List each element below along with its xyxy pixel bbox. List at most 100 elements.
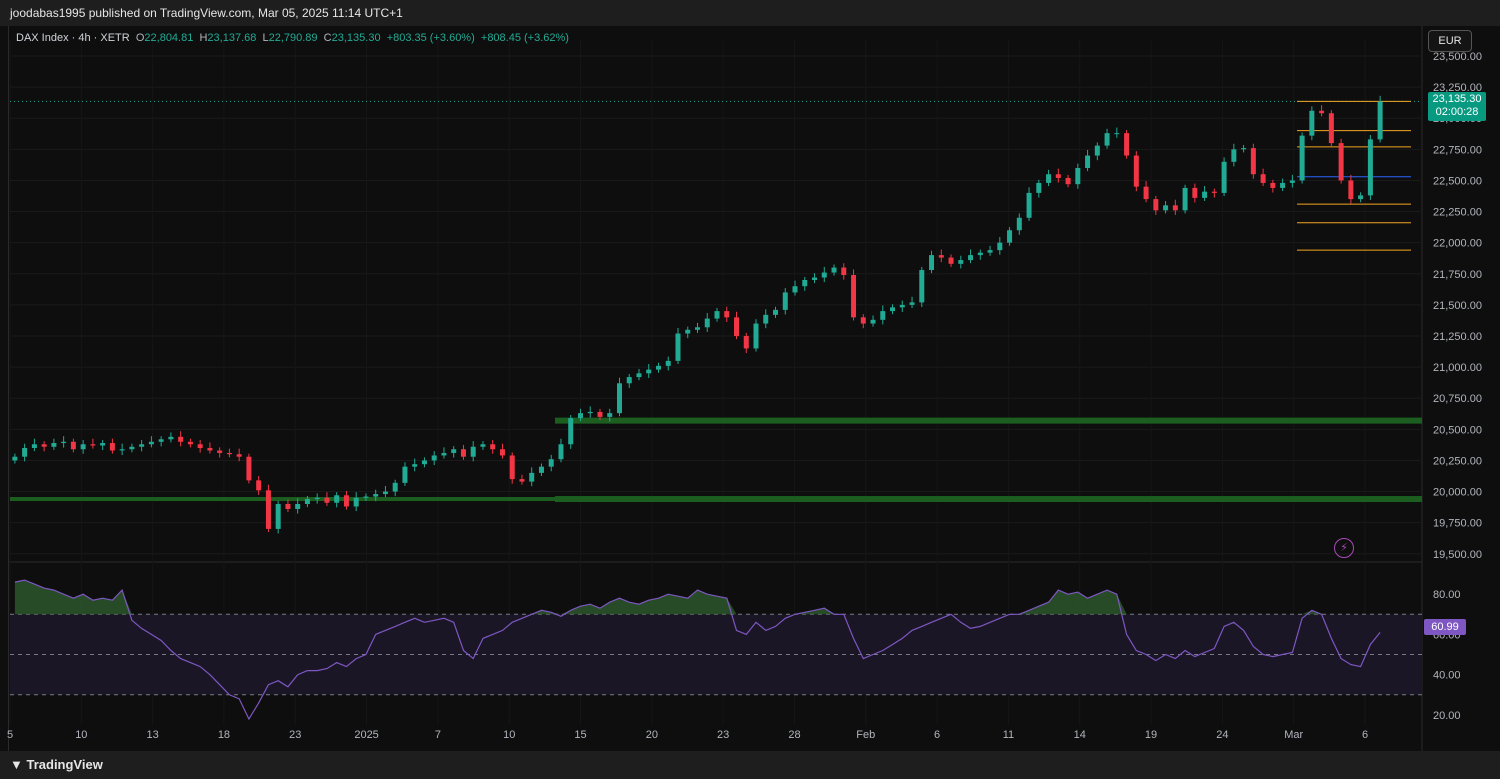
candle-body [743,336,749,349]
candle-body [304,499,310,504]
symbol-label[interactable]: DAX Index · 4h · XETR [16,32,130,44]
candle-body [109,443,115,451]
tradingview-brand: TradingView [26,757,103,772]
candle-body [100,443,106,446]
candle-body [948,257,954,264]
candle-body [685,329,691,334]
y-tick-label: 22,000.00 [1433,238,1482,250]
candle-body [1094,145,1100,156]
candle-body [1250,148,1256,175]
support-zone [10,497,555,502]
candle-body [1172,205,1178,211]
candle-body [31,444,37,448]
candle-body [997,242,1003,251]
candle-body [226,452,232,455]
candle-body [938,255,944,258]
x-tick-label: 23 [289,729,301,741]
candle-body [1143,186,1149,200]
y-tick-label: 23,500.00 [1433,51,1482,63]
candle-body [373,494,379,497]
candle-body [929,255,935,271]
high-value: 23,137.68 [207,32,257,44]
candle-body [763,314,769,324]
x-tick-label: 18 [218,729,230,741]
support-zone [555,417,1422,424]
y-tick-label: 21,000.00 [1433,362,1482,374]
candle-body [168,436,174,440]
x-tick-label: Feb [856,729,875,741]
candle-body [821,272,827,278]
change2-value: +808.45 (+3.62%) [480,32,569,44]
change-value: +803.35 (+3.60%) [386,32,475,44]
candle-body [577,413,583,419]
chart-svg[interactable]: 19,500.00 19,750.00 20,000.00 20,250.00 20,5… [0,0,1500,751]
last-price: 23,135.30 [1432,93,1482,105]
candle-body [597,411,603,417]
candle-body [1065,177,1071,185]
candle-body [421,460,427,465]
candle-body [616,383,622,414]
y-tick-label: 20,500.00 [1433,424,1482,436]
candle-body [1280,182,1286,188]
candle-body [558,444,564,460]
candle-body [207,448,213,451]
candle-body [1211,191,1217,193]
lightning-icon[interactable]: ⚡ [1334,538,1354,558]
candle-body [851,275,857,318]
candle-body [1075,168,1081,185]
candle-body [1358,195,1364,200]
candle-body [773,309,779,315]
x-tick-label: 5 [7,729,13,741]
candle-body [802,280,808,287]
candle-body [704,318,710,328]
candle-body [1367,139,1373,196]
x-tick-label: 2025 [354,729,378,741]
candle-body [197,444,203,448]
candle-body [519,479,525,482]
candle-body [1338,143,1344,181]
currency-button[interactable]: EUR [1428,30,1472,52]
x-tick-label: 28 [788,729,800,741]
candle-body [890,307,896,312]
y-tick-label: 20,750.00 [1433,393,1482,405]
tradingview-logo[interactable]: ▼ TradingView [10,757,103,772]
open-value: 22,804.81 [144,32,194,44]
x-tick-label: 7 [435,729,441,741]
close-value: 23,135.30 [331,32,381,44]
candle-body [490,444,496,450]
candle-body [1221,161,1227,193]
publisher-bar: joodabas1995 published on TradingView.co… [0,0,1500,26]
candle-body [1124,133,1130,156]
candle-body [675,333,681,361]
y-tick-label: 20,250.00 [1433,455,1482,467]
y-tick-label: 19,750.00 [1433,518,1482,530]
candle-body [480,444,486,447]
x-tick-label: 14 [1074,729,1086,741]
candle-body [792,286,798,293]
candle-body [275,504,281,529]
candle-body [158,439,164,442]
candle-body [1319,110,1325,114]
rsi-tick-label: 80.00 [1433,589,1461,601]
candle-body [139,444,145,447]
candle-body [655,365,661,370]
candle-body [899,304,905,308]
candle-body [324,497,330,503]
tradingview-logo-icon: ▼ [10,757,27,772]
candle-body [363,496,369,498]
candle-body [734,317,740,336]
candle-body [119,449,125,451]
candle-body [285,504,291,509]
candle-body [470,446,476,457]
ohlc-legend: DAX Index · 4h · XETR O22,804.81 H23,137… [16,32,569,44]
y-tick-label: 21,750.00 [1433,269,1482,281]
support-zone [555,496,1422,503]
rsi-line [14,579,1381,721]
candle-body [968,255,974,261]
candle-body [714,311,720,319]
candle-body [499,449,505,456]
candle-body [1085,155,1091,168]
candle-body [90,444,96,446]
candle-body [626,377,632,384]
footer-bar: ▼ TradingView [0,751,1500,779]
